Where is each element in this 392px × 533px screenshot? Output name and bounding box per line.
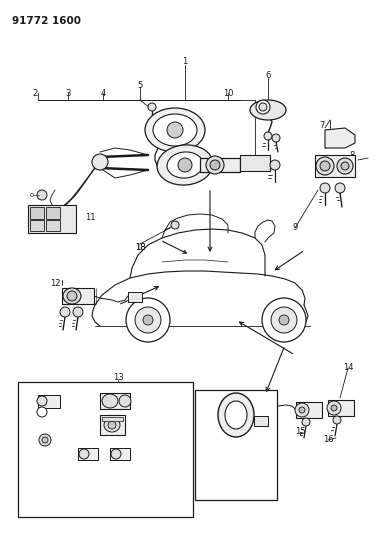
Bar [200, 158, 240, 172]
Ellipse shape [341, 162, 349, 170]
Circle shape [39, 434, 51, 446]
Ellipse shape [153, 114, 197, 146]
Bar [62, 288, 94, 304]
Circle shape [272, 134, 280, 142]
Ellipse shape [178, 158, 192, 172]
Circle shape [259, 103, 267, 111]
Circle shape [271, 307, 297, 333]
Bar [18, 382, 193, 517]
Ellipse shape [331, 405, 337, 411]
Circle shape [37, 407, 47, 417]
Bar [328, 400, 354, 416]
Text: 11: 11 [85, 214, 95, 222]
Ellipse shape [167, 152, 203, 178]
Circle shape [143, 315, 153, 325]
Text: 6: 6 [265, 70, 271, 79]
Ellipse shape [250, 100, 286, 120]
Text: 18: 18 [135, 243, 145, 252]
Text: 14: 14 [343, 364, 353, 373]
Circle shape [37, 396, 47, 406]
Ellipse shape [299, 407, 305, 413]
Circle shape [270, 160, 280, 170]
Circle shape [73, 307, 83, 317]
Circle shape [320, 183, 330, 193]
Circle shape [302, 418, 310, 426]
Text: 18: 18 [135, 243, 145, 252]
Text: 3: 3 [65, 88, 71, 98]
Circle shape [206, 156, 224, 174]
Ellipse shape [108, 421, 116, 429]
Bar [46, 220, 60, 231]
Text: 7: 7 [319, 120, 325, 130]
Bar [30, 207, 44, 219]
Text: 13: 13 [113, 374, 123, 383]
Text: 15: 15 [295, 427, 305, 437]
Text: 4: 4 [100, 88, 105, 98]
Ellipse shape [145, 108, 205, 152]
Bar [38, 395, 60, 408]
Circle shape [256, 100, 270, 114]
Circle shape [92, 154, 108, 170]
Text: 16: 16 [323, 435, 333, 445]
Ellipse shape [67, 291, 77, 301]
Circle shape [148, 103, 156, 111]
Ellipse shape [102, 394, 118, 408]
Bar [100, 415, 125, 435]
Ellipse shape [337, 158, 353, 174]
Bar [46, 207, 60, 219]
Text: 17: 17 [223, 410, 233, 419]
Circle shape [37, 190, 47, 200]
Bar [296, 402, 322, 418]
Bar [102, 417, 123, 421]
Text: 91772 1600: 91772 1600 [12, 16, 81, 26]
Bar [254, 416, 268, 426]
Ellipse shape [111, 449, 121, 459]
Text: 10: 10 [223, 88, 233, 98]
Text: 5: 5 [137, 80, 143, 90]
Circle shape [262, 298, 306, 342]
Text: 9: 9 [292, 223, 298, 232]
Ellipse shape [327, 401, 341, 415]
Circle shape [264, 132, 272, 140]
Ellipse shape [316, 157, 334, 175]
Ellipse shape [225, 401, 247, 429]
Text: o—: o— [29, 192, 41, 198]
Circle shape [126, 298, 170, 342]
Bar [195, 390, 277, 500]
Circle shape [335, 183, 345, 193]
Bar [315, 155, 355, 177]
Text: 12: 12 [50, 279, 60, 287]
Bar [78, 448, 98, 460]
Circle shape [42, 437, 48, 443]
Circle shape [279, 315, 289, 325]
Bar [100, 393, 130, 409]
Bar [30, 220, 44, 231]
Bar [128, 292, 142, 302]
Ellipse shape [320, 161, 330, 171]
Ellipse shape [295, 403, 309, 417]
Ellipse shape [63, 288, 81, 304]
Ellipse shape [167, 122, 183, 138]
Circle shape [135, 307, 161, 333]
Bar [28, 205, 76, 233]
Text: 1: 1 [182, 58, 188, 67]
Ellipse shape [157, 145, 213, 185]
Text: 2: 2 [33, 88, 38, 98]
Circle shape [60, 307, 70, 317]
Ellipse shape [119, 395, 131, 407]
Polygon shape [325, 128, 355, 148]
Bar [110, 448, 130, 460]
Ellipse shape [79, 449, 89, 459]
Text: 8: 8 [349, 150, 355, 159]
Ellipse shape [104, 418, 120, 432]
Circle shape [171, 221, 179, 229]
Circle shape [333, 416, 341, 424]
Bar [240, 155, 270, 171]
Circle shape [210, 160, 220, 170]
Ellipse shape [218, 393, 254, 437]
